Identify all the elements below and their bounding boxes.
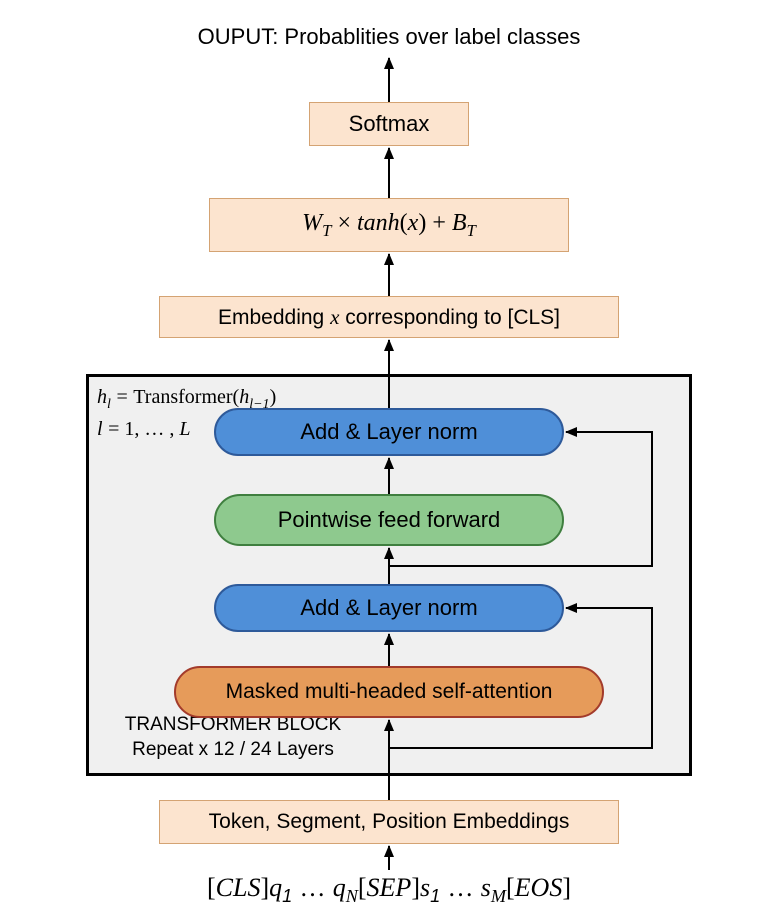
add-norm-2-label: Add & Layer norm xyxy=(300,419,477,445)
softmax-label: Softmax xyxy=(349,111,430,137)
add-norm-1: Add & Layer norm xyxy=(214,584,564,632)
ffn-label: Pointwise feed forward xyxy=(278,507,501,533)
attention-label: Masked multi-headed self-attention xyxy=(226,680,553,704)
attention-box: Masked multi-headed self-attention xyxy=(174,666,604,718)
cls-embedding-box: Embedding x corresponding to [CLS] xyxy=(159,296,619,338)
embeddings-box: Token, Segment, Position Embeddings xyxy=(159,800,619,844)
add-norm-1-label: Add & Layer norm xyxy=(300,595,477,621)
repeat-label-text: TRANSFORMER BLOCK Repeat x 12 / 24 Layer… xyxy=(125,714,341,761)
add-norm-2: Add & Layer norm xyxy=(214,408,564,456)
softmax-box: Softmax xyxy=(309,102,469,146)
wt-formula: WT × tanh(x) + BT xyxy=(302,209,476,241)
embeddings-label: Token, Segment, Position Embeddings xyxy=(209,810,570,834)
output-title: OUPUT: Probablities over label classes xyxy=(0,24,778,50)
cls-embedding-label: Embedding x corresponding to [CLS] xyxy=(218,305,560,330)
input-sequence-text: [CLS]q1 … qN[SEP]s1 … sM[EOS] xyxy=(207,872,571,907)
wt-formula-box: WT × tanh(x) + BT xyxy=(209,198,569,252)
output-title-text: OUPUT: Probablities over label classes xyxy=(198,24,581,49)
input-sequence: [CLS]q1 … qN[SEP]s1 … sM[EOS] xyxy=(89,872,689,907)
ffn-box: Pointwise feed forward xyxy=(214,494,564,546)
